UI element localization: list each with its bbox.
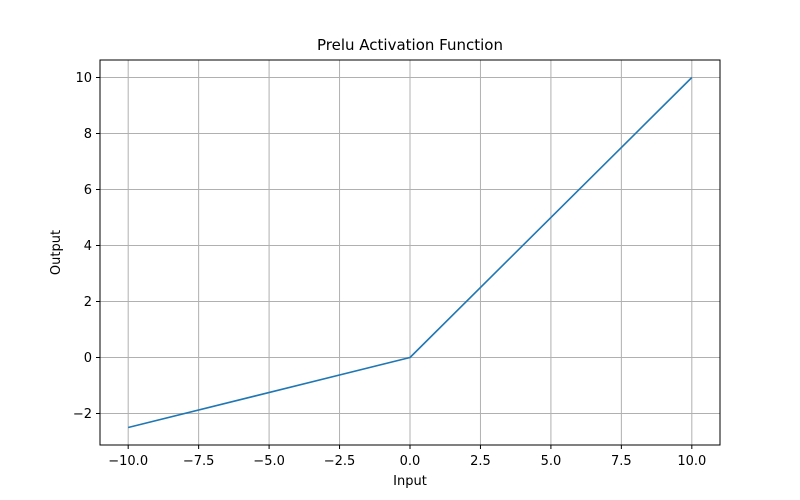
series-layer — [127, 76, 693, 429]
y-tick-label: 8 — [84, 127, 92, 142]
x-tick-label: −2.5 — [324, 454, 356, 469]
y-axis-label: Output — [49, 230, 64, 275]
x-axis-label: Input — [393, 474, 427, 489]
y-tick-label: 10 — [75, 71, 92, 86]
x-tick-label: −7.5 — [183, 454, 215, 469]
y-axis-ticks: −2 0 2 4 6 8 10 — [73, 71, 100, 422]
x-tick-label: −10.0 — [108, 454, 148, 469]
x-tick-label: 2.5 — [470, 454, 491, 469]
y-tick-label: 4 — [84, 239, 92, 254]
y-tick-label: 2 — [84, 295, 92, 310]
series-line — [127, 76, 693, 429]
y-tick-label: 0 — [84, 351, 92, 366]
x-tick-label: 5.0 — [541, 454, 562, 469]
y-tick-label: −2 — [73, 407, 92, 422]
y-tick-label: 6 — [84, 183, 92, 198]
chart-title: Prelu Activation Function — [317, 36, 503, 54]
x-tick-label: 0.0 — [400, 454, 421, 469]
x-tick-label: 10.0 — [677, 454, 706, 469]
x-tick-label: −5.0 — [253, 454, 285, 469]
x-tick-label: 7.5 — [611, 454, 632, 469]
grid — [100, 60, 720, 445]
x-axis-ticks: −10.0 −7.5 −5.0 −2.5 0.0 2.5 5.0 7.5 10.0 — [108, 445, 706, 469]
